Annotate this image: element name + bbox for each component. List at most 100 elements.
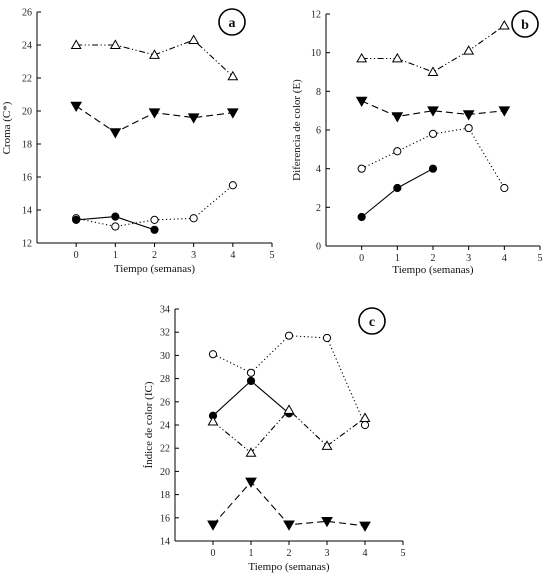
data-point xyxy=(393,147,402,156)
series-line xyxy=(212,480,366,527)
y-tick-label: 26 xyxy=(22,8,32,19)
data-point xyxy=(109,128,122,139)
data-point xyxy=(463,45,475,55)
y-tick-label: 32 xyxy=(160,328,170,339)
panel-badge xyxy=(358,307,386,335)
y-tick-label: 20 xyxy=(160,467,170,478)
y-tick-label: 34 xyxy=(160,305,170,316)
data-point xyxy=(360,420,370,430)
series-line xyxy=(212,409,366,454)
x-tick-label: 0 xyxy=(211,548,216,559)
data-point xyxy=(464,123,473,133)
data-point xyxy=(321,440,333,450)
series-triangle-down-filled xyxy=(207,477,371,532)
series-triangle-down-filled xyxy=(355,96,511,123)
data-point xyxy=(428,129,438,138)
x-axis-label: Tiempo (semanas) xyxy=(392,264,474,276)
data-point xyxy=(427,106,439,117)
data-point xyxy=(226,108,239,119)
y-axis-label: Diferencia de color (E) xyxy=(291,79,303,181)
data-point xyxy=(70,39,82,49)
panel-badge xyxy=(218,8,246,36)
x-tick-label: 4 xyxy=(363,548,368,559)
x-tick-label: 1 xyxy=(113,250,118,261)
data-point xyxy=(498,19,510,30)
y-tick-label: 30 xyxy=(160,351,170,362)
y-tick-label: 26 xyxy=(160,397,170,408)
data-point xyxy=(391,52,403,63)
data-point xyxy=(357,212,366,222)
series-circle-open xyxy=(72,181,237,231)
y-tick-label: 14 xyxy=(160,537,170,548)
y-tick-label: 22 xyxy=(160,444,170,455)
x-tick-label: 2 xyxy=(287,548,292,559)
data-point xyxy=(283,520,295,531)
series-triangle-open xyxy=(207,404,371,457)
x-tick-label: 1 xyxy=(395,253,400,264)
x-tick-label: 0 xyxy=(74,250,79,261)
x-tick-label: 3 xyxy=(191,250,196,261)
x-tick-label: 3 xyxy=(325,548,330,559)
data-point xyxy=(72,215,81,224)
y-tick-label: 24 xyxy=(160,421,170,432)
series-triangle-open xyxy=(356,19,510,76)
y-tick-label: 24 xyxy=(22,41,32,52)
x-tick-label: 4 xyxy=(502,253,507,264)
data-point xyxy=(109,39,121,49)
data-point xyxy=(70,101,83,113)
data-point xyxy=(227,70,239,81)
panel-letter: c xyxy=(369,315,375,330)
y-tick-label: 16 xyxy=(22,173,32,184)
x-tick-label: 1 xyxy=(249,548,254,559)
panel-letter: a xyxy=(229,16,236,31)
data-point xyxy=(393,183,402,193)
data-point xyxy=(283,404,295,414)
x-axis-label: Tiempo (semanas) xyxy=(248,561,330,573)
data-point xyxy=(359,521,371,532)
data-point xyxy=(246,376,256,386)
series-line xyxy=(361,25,505,73)
data-point xyxy=(189,214,198,223)
series-circle-filled xyxy=(208,376,294,420)
data-point xyxy=(357,164,366,173)
data-point xyxy=(150,225,159,234)
panel-letter: b xyxy=(521,18,529,33)
data-point xyxy=(391,112,404,123)
series-circle-open xyxy=(357,123,509,193)
x-tick-label: 5 xyxy=(401,548,406,559)
series-triangle-open xyxy=(70,34,239,81)
y-tick-label: 16 xyxy=(160,513,170,524)
y-axis-label: Croma (C*) xyxy=(1,101,13,154)
data-point xyxy=(359,412,371,422)
series-line xyxy=(212,380,290,417)
y-tick-label: 8 xyxy=(316,87,321,98)
y-tick-label: 12 xyxy=(311,10,321,21)
data-point xyxy=(111,222,120,231)
x-tick-label: 5 xyxy=(270,250,275,261)
data-point xyxy=(188,34,200,44)
series-line xyxy=(361,100,505,118)
y-tick-label: 20 xyxy=(22,107,32,118)
x-tick-label: 4 xyxy=(230,250,235,261)
data-point xyxy=(462,110,475,121)
series-circle-filled xyxy=(357,164,438,222)
data-point xyxy=(111,212,120,221)
data-point xyxy=(428,164,438,173)
data-point xyxy=(322,333,332,343)
series-line xyxy=(76,184,234,228)
x-tick-label: 2 xyxy=(431,253,436,264)
y-tick-label: 28 xyxy=(160,374,170,385)
y-tick-label: 0 xyxy=(316,242,321,253)
x-tick-label: 2 xyxy=(152,250,157,261)
y-tick-label: 22 xyxy=(22,74,32,85)
data-point xyxy=(149,49,160,59)
x-tick-label: 0 xyxy=(359,253,364,264)
series-line xyxy=(361,168,434,218)
data-point xyxy=(208,350,218,359)
data-point xyxy=(148,108,161,119)
